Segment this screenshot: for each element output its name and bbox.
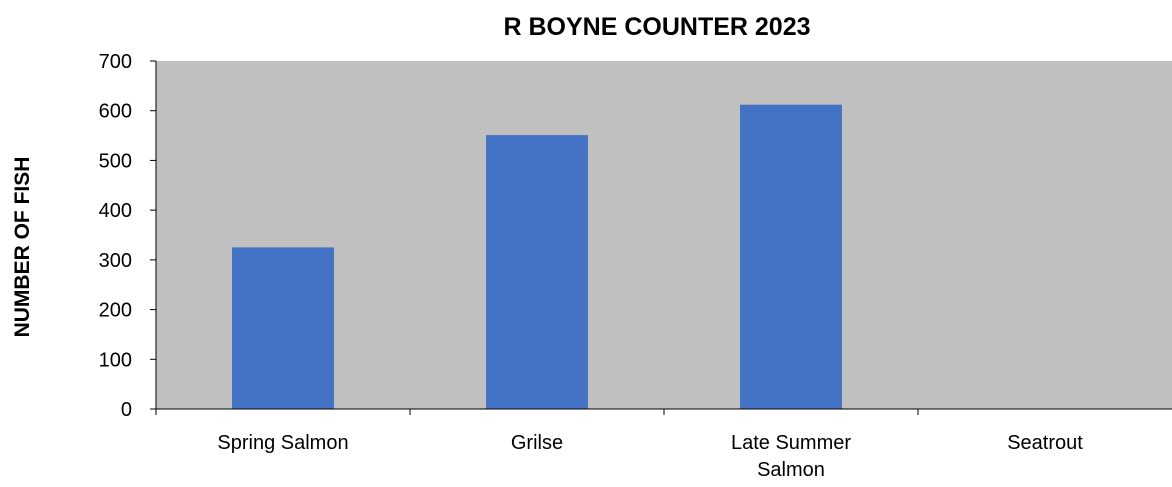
- y-tick-label: 200: [99, 300, 132, 322]
- y-tick-label: 100: [99, 349, 132, 371]
- x-category-label: Grilse: [511, 432, 563, 454]
- y-tick-label: 700: [99, 51, 132, 73]
- x-ticks-group: Spring Salmon Grilse Late Summer Salmon Seat…: [155, 409, 1083, 481]
- x-category-label: Spring Salmon: [217, 432, 348, 454]
- y-tick-label: 300: [99, 250, 132, 272]
- bars-group: [232, 104, 842, 409]
- chart-title: R BOYNE COUNTER 2023: [503, 13, 810, 41]
- y-ticks-group: 0 100 200 300 400 500 600 700: [99, 51, 156, 421]
- bar-1: [486, 135, 588, 409]
- y-tick-label: 400: [99, 200, 132, 222]
- y-tick-label: 600: [99, 101, 132, 123]
- x-category-label: Late Summer Salmon: [731, 432, 851, 481]
- x-category-label: Seatrout: [1007, 432, 1083, 454]
- y-tick-label: 500: [99, 150, 132, 172]
- y-tick-label: 0: [121, 399, 132, 421]
- y-axis-label: NUMBER OF FISH: [11, 157, 34, 338]
- bar-0: [232, 247, 334, 409]
- bar-2: [740, 104, 842, 409]
